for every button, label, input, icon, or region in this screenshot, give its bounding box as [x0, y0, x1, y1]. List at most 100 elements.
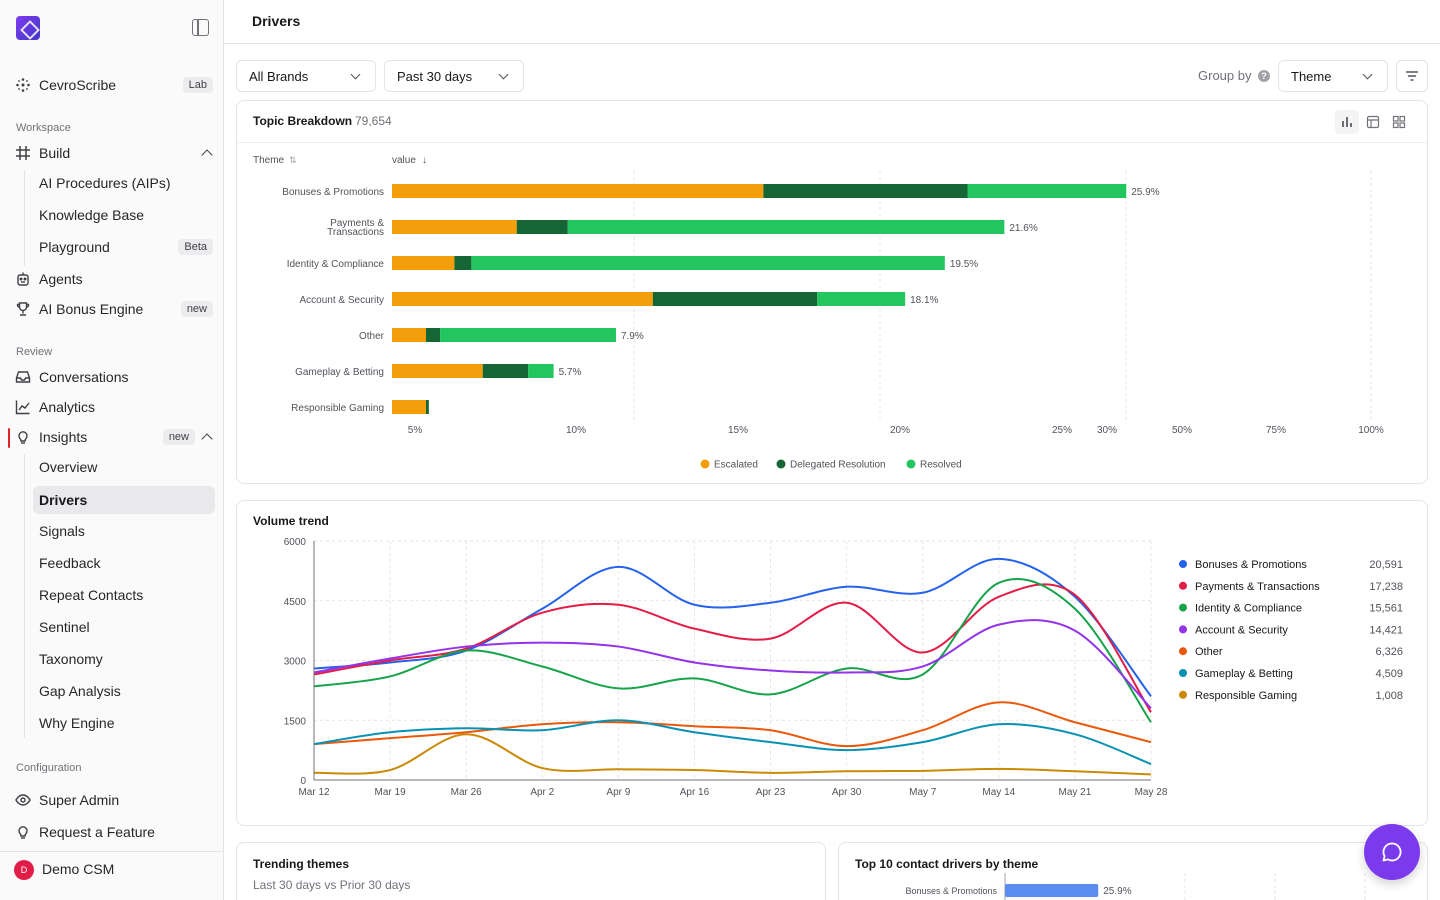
bar: [1005, 884, 1099, 897]
legend-label: Bonuses & Promotions: [1195, 559, 1307, 571]
data-label: 18.1%: [910, 295, 938, 306]
sort-icon[interactable]: ⇅: [289, 155, 297, 165]
volume-trend-card: Volume trend 6000 4500 3000 1500 0 Mar 12 Mar …: [236, 500, 1428, 826]
bar-segment: [392, 400, 427, 414]
sidebar-item-bonus-engine[interactable]: AI Bonus Engine new: [8, 295, 215, 323]
sort-desc-icon[interactable]: ↓: [422, 155, 427, 166]
bar-segment: [652, 292, 818, 306]
sidebar-item-repeat-contacts[interactable]: Repeat Contacts: [39, 587, 144, 603]
x-tick-label: Apr 2: [530, 787, 554, 798]
legend-label: Delegated Resolution: [790, 460, 886, 471]
bar-segment: [817, 292, 906, 306]
legend-value: 15,561: [1369, 603, 1403, 615]
period-select-value: Past 30 days: [397, 68, 473, 84]
category-label: Other: [359, 331, 385, 342]
data-label: 19.5%: [950, 259, 978, 270]
category-label: Gameplay & Betting: [295, 367, 384, 378]
user-menu[interactable]: [0, 851, 223, 900]
brand-select[interactable]: All Brands: [236, 60, 376, 92]
category-label: Transactions: [327, 227, 384, 238]
legend-label: Payments & Transactions: [1195, 581, 1320, 593]
legend-label: Identity & Compliance: [1195, 603, 1302, 615]
bar-segment: [392, 328, 427, 342]
trending-themes-card: Trending themes Last 30 days vs Prior 30…: [236, 842, 826, 900]
sidebar-item-build[interactable]: Build: [8, 139, 215, 167]
x-tick-label: Mar 12: [298, 787, 330, 798]
sidebar-item-request-feature[interactable]: Request a Feature: [8, 818, 215, 846]
top-drivers-title: Top 10 contact drivers by theme: [855, 857, 1039, 871]
bar-segment: [440, 328, 616, 342]
bar-segment: [482, 364, 529, 378]
new-badge: new: [162, 429, 195, 445]
sidebar-item-playground[interactable]: Playground Beta: [33, 233, 215, 261]
new-badge: new: [180, 301, 213, 317]
sidebar-toggle-icon[interactable]: [192, 19, 209, 36]
sidebar-item-insights[interactable]: Insights new: [8, 423, 215, 451]
sidebar-item-analytics[interactable]: Analytics: [8, 393, 215, 421]
group-by-select[interactable]: Theme: [1278, 60, 1388, 92]
chevron-up-icon[interactable]: [201, 433, 213, 445]
bar-chart-view-button[interactable]: [1335, 110, 1359, 134]
table-view-button[interactable]: [1361, 110, 1385, 134]
chevron-up-icon[interactable]: [201, 149, 213, 161]
sidebar-item-super-admin[interactable]: Super Admin: [8, 786, 215, 814]
sidebar-item-drivers[interactable]: Drivers: [33, 486, 215, 514]
app-logo[interactable]: [16, 16, 40, 40]
avatar[interactable]: D: [14, 860, 34, 880]
legend-value: 1,008: [1375, 690, 1403, 702]
sidebar-item-feedback[interactable]: Feedback: [39, 555, 101, 571]
x-tick-label: 30%: [1097, 425, 1117, 436]
legend-label: Responsible Gaming: [1195, 690, 1297, 702]
category-label: Identity & Compliance: [287, 259, 385, 270]
trending-themes-subtitle: Last 30 days vs Prior 30 days: [253, 878, 411, 892]
sidebar-item-gap-analysis[interactable]: Gap Analysis: [39, 683, 121, 699]
section-label-review: Review: [16, 346, 53, 358]
sidebar-item-overview[interactable]: Overview: [39, 459, 98, 475]
x-tick-label: 100%: [1358, 425, 1384, 436]
grid-icon: [1392, 115, 1406, 129]
period-select[interactable]: Past 30 days: [384, 60, 524, 92]
legend-swatch: [1179, 690, 1187, 699]
series-line: [313, 578, 1152, 723]
series-line: [313, 733, 1152, 776]
sidebar-item-agents[interactable]: Agents: [8, 265, 215, 293]
grid-view-button[interactable]: [1387, 110, 1411, 134]
legend-swatch: [1179, 625, 1187, 634]
legend-label: Other: [1195, 646, 1223, 658]
topic-breakdown-card: Topic Breakdown 79,654 Theme ⇅ value ↓ B…: [236, 100, 1428, 484]
y-tick-label: 4500: [284, 597, 307, 608]
sidebar-item-label: AI Bonus Engine: [39, 301, 144, 317]
section-label-configuration: Configuration: [16, 762, 82, 773]
sidebar: CevroScribe Lab Workspace Build AI Proce…: [0, 0, 224, 900]
trending-themes-title: Trending themes: [253, 857, 350, 871]
legend-label: Gameplay & Betting: [1195, 668, 1293, 680]
sidebar-item-signals[interactable]: Signals: [39, 523, 85, 539]
x-tick-label: 15%: [728, 425, 748, 436]
theme-column-header[interactable]: Theme: [253, 155, 285, 166]
sidebar-item-knowledge-base[interactable]: Knowledge Base: [39, 207, 145, 223]
sidebar-item-aips[interactable]: AI Procedures (AIPs): [39, 175, 171, 191]
bar-segment: [763, 184, 968, 198]
sidebar-item-taxonomy[interactable]: Taxonomy: [39, 651, 103, 667]
series-line: [313, 719, 1152, 765]
filter-button[interactable]: [1396, 60, 1428, 92]
sidebar-item-why-engine[interactable]: Why Engine: [39, 715, 115, 731]
main-content: Drivers All Brands Past 30 days Group by…: [224, 0, 1440, 900]
inbox-icon: [15, 369, 31, 385]
sidebar-item-cevroscribe[interactable]: CevroScribe Lab: [8, 71, 215, 99]
help-icon[interactable]: ?: [1258, 70, 1270, 82]
user-name[interactable]: Demo CSM: [42, 861, 115, 877]
page-title: Drivers: [252, 13, 301, 29]
x-tick-label: 10%: [566, 425, 586, 436]
sidebar-item-sentinel[interactable]: Sentinel: [39, 619, 90, 635]
data-label: 7.9%: [621, 331, 644, 342]
topic-breakdown-title: Topic Breakdown: [253, 114, 353, 128]
legend-label: Escalated: [714, 460, 758, 471]
x-tick-label: Apr 9: [606, 787, 630, 798]
sidebar-item-conversations[interactable]: Conversations: [8, 363, 215, 391]
value-column-header[interactable]: value: [392, 155, 416, 166]
chat-button[interactable]: [1364, 824, 1420, 880]
sidebar-item-label: Conversations: [39, 369, 129, 385]
legend-value: 6,326: [1375, 646, 1403, 658]
sidebar-item-label: Insights: [39, 429, 88, 445]
